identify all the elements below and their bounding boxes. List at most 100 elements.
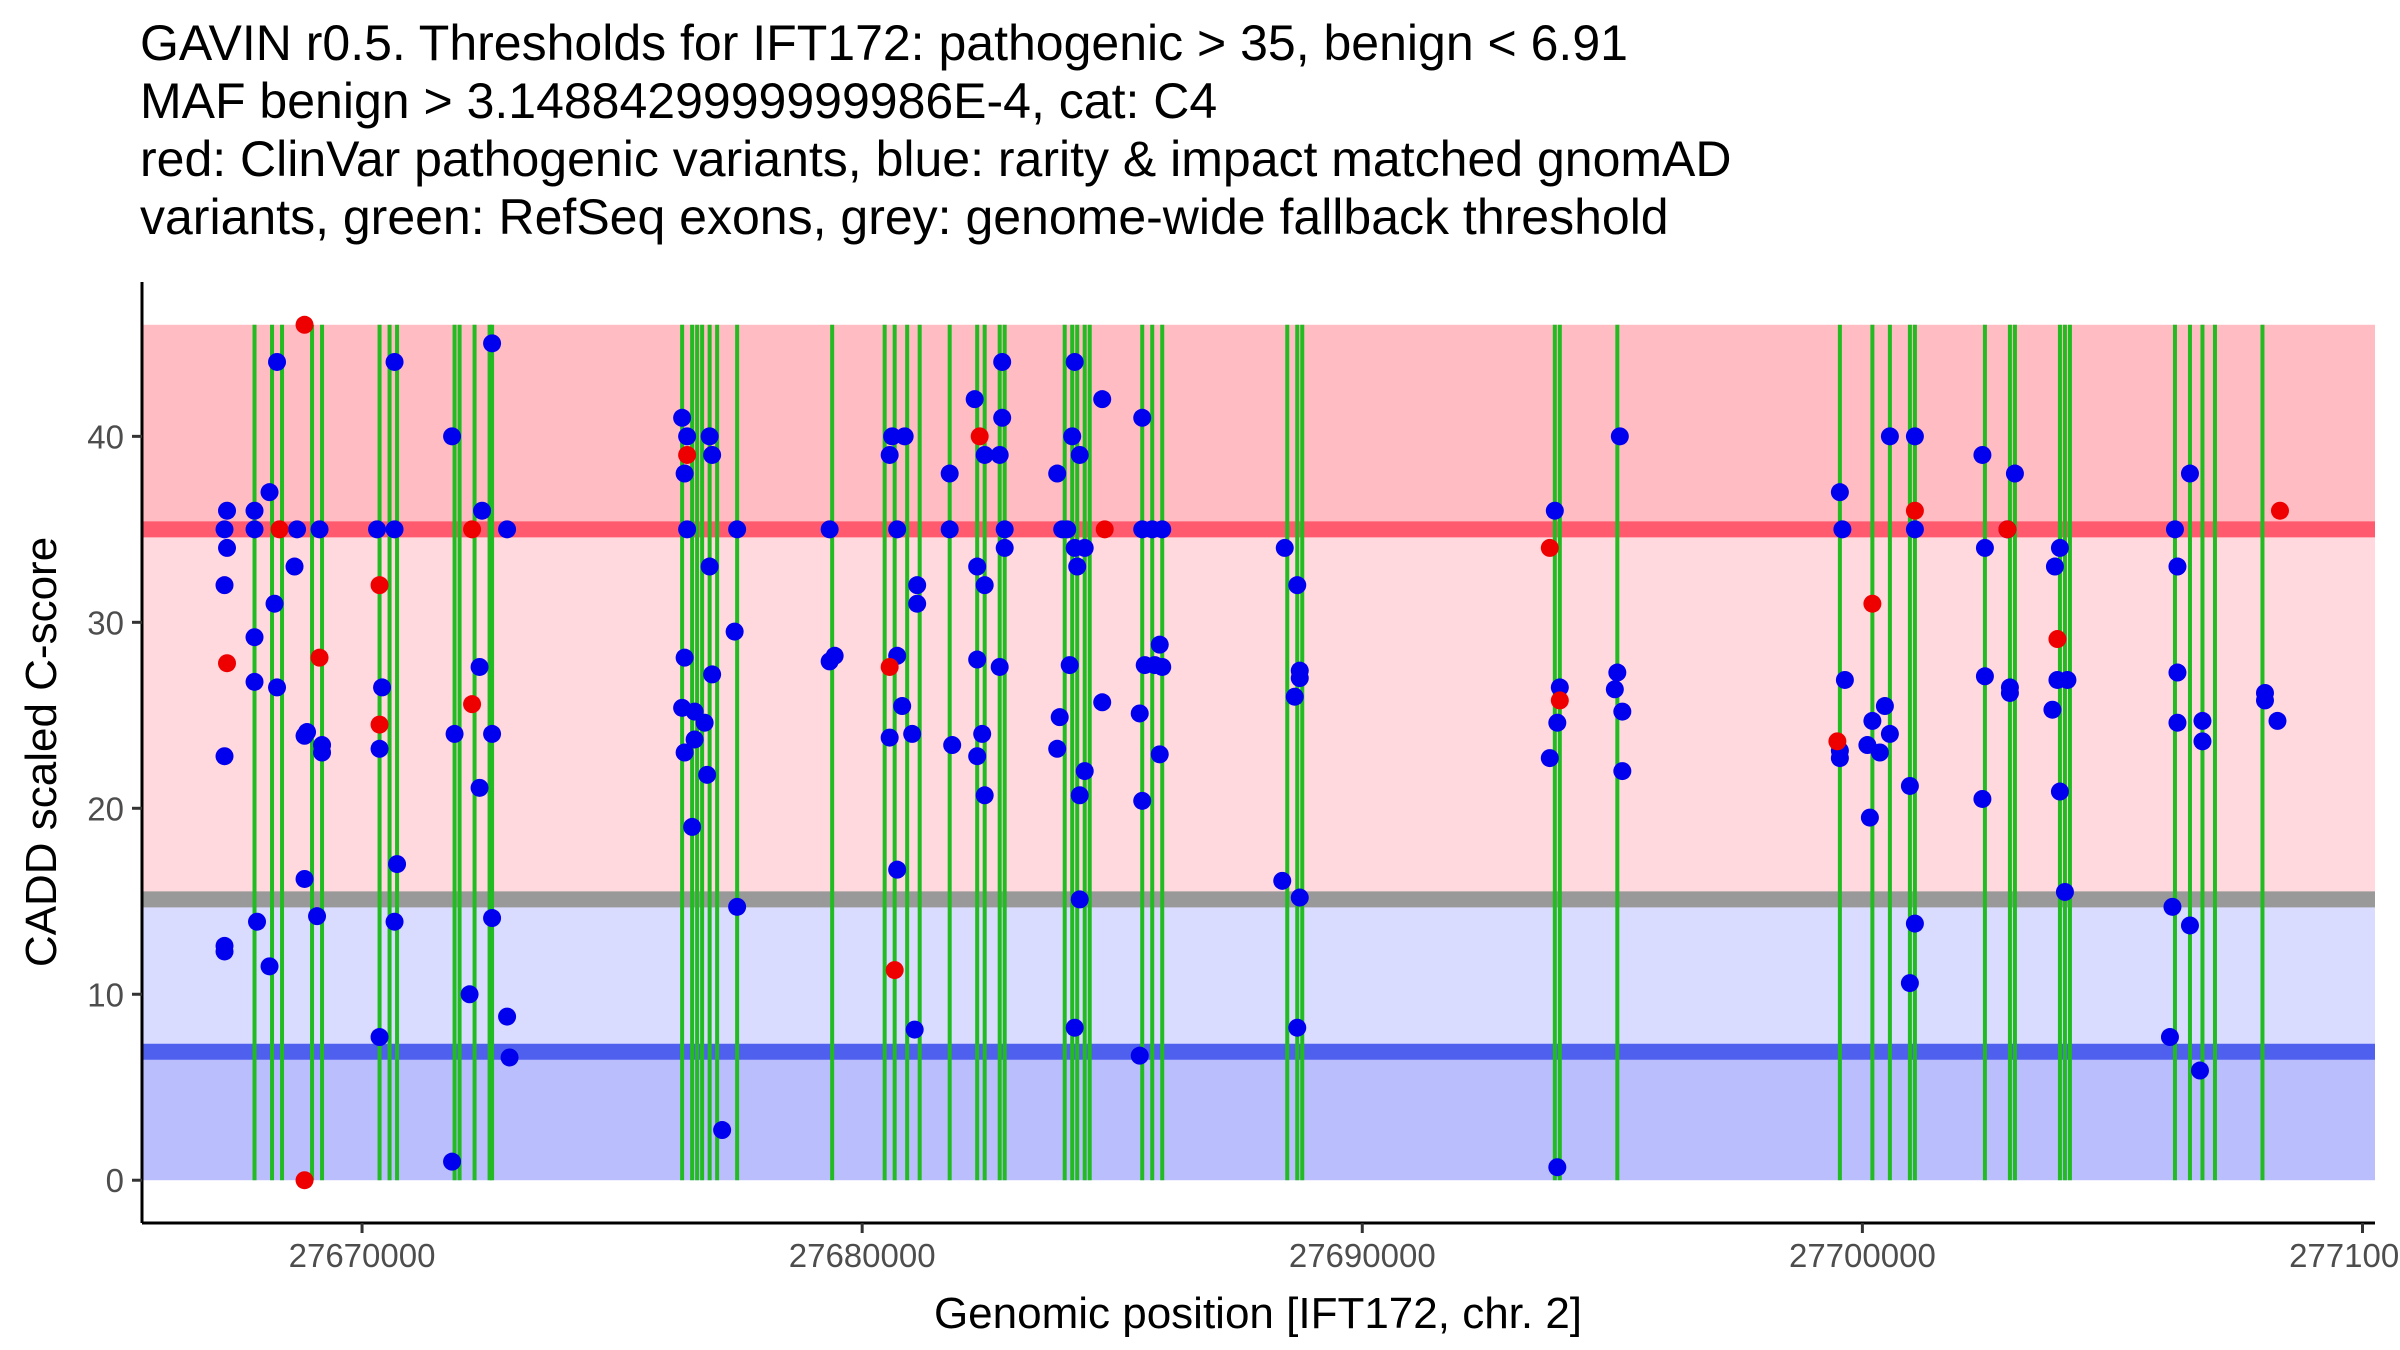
title-line-1: GAVIN r0.5. Thresholds for IFT172: patho… <box>140 15 1628 71</box>
gnomad-point <box>895 427 914 446</box>
y-ticks: 0 10 20 30 40 <box>87 418 142 1199</box>
gnomad-point <box>385 520 404 539</box>
gnomad-point <box>443 427 462 446</box>
gnomad-point <box>1065 352 1084 371</box>
gnomad-point <box>883 427 902 446</box>
gnomad-point <box>678 427 697 446</box>
gnomad-point <box>2268 711 2287 730</box>
gnomad-point <box>2055 882 2074 901</box>
gnomad-point <box>1273 871 1292 890</box>
gnomad-point <box>1153 657 1172 676</box>
gnomad-point <box>1150 745 1169 764</box>
gnomad-point <box>310 520 329 539</box>
gnomad-point <box>995 520 1014 539</box>
x-ticks: 27670000 27680000 27690000 27700000 27710000 <box>289 1223 2400 1274</box>
gnomad-point <box>1048 464 1067 483</box>
clinvar-point <box>370 576 389 595</box>
gnomad-point <box>905 1020 924 1039</box>
gnomad-point <box>2180 916 2199 935</box>
gnomad-point <box>990 445 1009 464</box>
gnomad-point <box>893 697 912 716</box>
gnomad-point <box>1060 656 1079 675</box>
clinvar-point <box>310 648 329 667</box>
gnomad-point <box>908 594 927 613</box>
gnomad-point <box>1058 520 1077 539</box>
gnomad-point <box>975 445 994 464</box>
gnomad-point <box>460 985 479 1004</box>
clinvar-point <box>295 1171 314 1190</box>
gnomad-point <box>470 778 489 797</box>
clinvar-point <box>270 520 289 539</box>
clinvar-point <box>2048 630 2067 649</box>
gnomad-point <box>1093 390 1112 409</box>
gnomad-point <box>965 390 984 409</box>
gnomad-point <box>940 520 959 539</box>
gnomad-point <box>313 743 332 762</box>
gnomad-point <box>2180 464 2199 483</box>
gnomad-point <box>995 538 1014 557</box>
gnomad-point <box>2045 557 2064 576</box>
gnomad-point <box>260 483 279 502</box>
gnomad-point <box>218 501 237 520</box>
gnomad-point <box>685 730 704 749</box>
clinvar-point <box>1095 520 1114 539</box>
gnomad-point <box>2043 700 2062 719</box>
clinvar-point <box>1905 501 1924 520</box>
gnomad-point <box>1285 687 1304 706</box>
gnomad-point <box>1545 501 1564 520</box>
gnomad-point <box>993 408 1012 427</box>
clinvar-points <box>218 315 2289 1190</box>
y-tick-label: 10 <box>87 976 124 1013</box>
gnomad-point <box>245 672 264 691</box>
chart-title: GAVIN r0.5. Thresholds for IFT172: patho… <box>140 14 2380 246</box>
gnomad-point <box>1068 557 1087 576</box>
x-tick-label: 27680000 <box>789 1237 936 1274</box>
gnomad-point <box>2168 663 2187 682</box>
gnomad-point <box>990 657 1009 676</box>
gnomad-point <box>2168 713 2187 732</box>
clinvar-point <box>1998 520 2017 539</box>
gnomad-point <box>903 724 922 743</box>
gnomad-point <box>1905 520 1924 539</box>
gnomad-point <box>698 765 717 784</box>
gnomad-point <box>2005 464 2024 483</box>
gnomad-point <box>1130 1046 1149 1065</box>
clinvar-point <box>1540 538 1559 557</box>
gnomad-point <box>993 352 1012 371</box>
gnomad-point <box>1613 762 1632 781</box>
gnomad-point <box>1130 704 1149 723</box>
gnomad-point <box>1880 724 1899 743</box>
gnomad-point <box>260 957 279 976</box>
gnomad-point <box>1288 576 1307 595</box>
clinvar-point <box>463 695 482 714</box>
gnomad-point <box>1070 445 1089 464</box>
gnomad-point <box>2160 1028 2179 1047</box>
gnomad-point <box>2050 782 2069 801</box>
gnomad-point <box>1835 670 1854 689</box>
band-benign-lower <box>142 1050 2375 1181</box>
title-line-2: MAF benign > 3.1488429999999986E-4, cat:… <box>140 73 1218 129</box>
gnomad-point <box>713 1121 732 1140</box>
gnomad-point <box>2165 520 2184 539</box>
clinvar-point <box>1863 594 1882 613</box>
gnomad-point <box>880 445 899 464</box>
gnomad-point <box>268 678 287 697</box>
gnomad-point <box>215 942 234 961</box>
gnomad-point <box>880 728 899 747</box>
gnomad-point <box>1150 635 1169 654</box>
gnomad-point <box>975 576 994 595</box>
gnomad-point <box>285 557 304 576</box>
gnomad-point <box>1548 713 1567 732</box>
threshold-bands <box>142 324 2375 1181</box>
gnomad-point <box>268 352 287 371</box>
gnomad-point <box>1290 888 1309 907</box>
gnomad-point <box>1290 669 1309 688</box>
x-axis-label: Genomic position [IFT172, chr. 2] <box>934 1289 1582 1338</box>
gnomad-point <box>470 657 489 676</box>
gnomad-point <box>473 501 492 520</box>
gnomad-point <box>1288 1018 1307 1037</box>
axes <box>140 282 2375 1225</box>
gnomad-point <box>1070 890 1089 909</box>
gnomad-point <box>943 736 962 755</box>
